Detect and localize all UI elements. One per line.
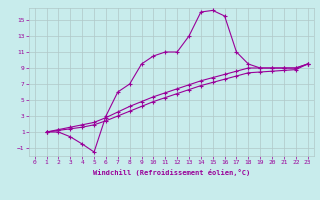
X-axis label: Windchill (Refroidissement éolien,°C): Windchill (Refroidissement éolien,°C) [92, 169, 250, 176]
